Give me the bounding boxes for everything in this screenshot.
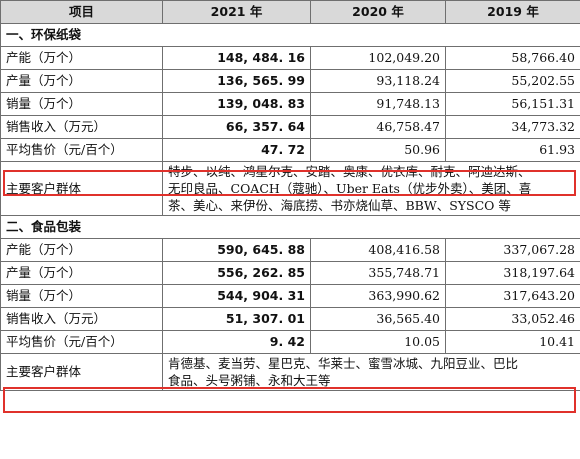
customer-line: 茶、美心、来伊份、海底捞、书亦烧仙草、BBW、SYSCO 等	[168, 198, 511, 213]
section-title: 二、食品包装	[0, 215, 580, 239]
row-label: 产量（万个）	[0, 261, 163, 285]
section-title: 一、环保纸袋	[0, 23, 580, 47]
value-2019: 10.41	[445, 330, 580, 354]
customer-row: 主要客户群体 肯德基、麦当劳、星巴克、华莱士、蜜雪冰城、九阳豆业、巴比 食品、头…	[0, 353, 580, 391]
header-2020: 2020 年	[310, 0, 446, 24]
table-row: 产能（万个） 590, 645. 88 408,416.58 337,067.2…	[0, 238, 580, 262]
customer-line: 食品、头号粥铺、永和大王等	[168, 373, 331, 388]
customer-label: 主要客户群体	[0, 161, 163, 216]
row-label: 产量（万个）	[0, 69, 163, 93]
table-row: 销售收入（万元） 66, 357. 64 46,758.47 34,773.32	[0, 115, 580, 139]
table-row: 销量（万个） 544, 904. 31 363,990.62 317,643.2…	[0, 284, 580, 308]
value-2021: 51, 307. 01	[162, 307, 311, 331]
row-label: 产能（万个）	[0, 46, 163, 70]
row-label: 销量（万个）	[0, 284, 163, 308]
value-2021: 556, 262. 85	[162, 261, 311, 285]
capacity-sales-table: 项目 2021 年 2020 年 2019 年 一、环保纸袋 产能（万个） 14…	[0, 0, 580, 391]
customer-row: 主要客户群体 特步、以纯、鸿星尔克、安踏、奥康、优衣库、耐克、阿迪达斯、 无印良…	[0, 161, 580, 216]
value-2020: 50.96	[310, 138, 446, 162]
value-2021: 139, 048. 83	[162, 92, 311, 116]
customer-line: 特步、以纯、鸿星尔克、安踏、奥康、优衣库、耐克、阿迪达斯、	[168, 164, 531, 179]
value-2020: 46,758.47	[310, 115, 446, 139]
value-2021: 148, 484. 16	[162, 46, 311, 70]
value-2021: 9. 42	[162, 330, 311, 354]
customer-line: 肯德基、麦当劳、星巴克、华莱士、蜜雪冰城、九阳豆业、巴比	[168, 356, 519, 371]
value-2019: 318,197.64	[445, 261, 580, 285]
value-2020: 102,049.20	[310, 46, 446, 70]
row-label: 销量（万个）	[0, 92, 163, 116]
value-2020: 408,416.58	[310, 238, 446, 262]
header-item: 项目	[0, 0, 163, 24]
value-2021: 544, 904. 31	[162, 284, 311, 308]
value-2021: 590, 645. 88	[162, 238, 311, 262]
section-title-row: 一、环保纸袋	[0, 23, 580, 47]
row-label: 平均售价（元/百个）	[0, 330, 163, 354]
table-row: 产量（万个） 136, 565. 99 93,118.24 55,202.55	[0, 69, 580, 93]
value-2020: 93,118.24	[310, 69, 446, 93]
value-2019: 61.93	[445, 138, 580, 162]
table-row-average-price: 平均售价（元/百个） 9. 42 10.05 10.41	[0, 330, 580, 354]
table-row: 销量（万个） 139, 048. 83 91,748.13 56,151.31	[0, 92, 580, 116]
value-2019: 33,052.46	[445, 307, 580, 331]
value-2019: 58,766.40	[445, 46, 580, 70]
value-2019: 337,067.28	[445, 238, 580, 262]
table-row: 产量（万个） 556, 262. 85 355,748.71 318,197.6…	[0, 261, 580, 285]
value-2021: 66, 357. 64	[162, 115, 311, 139]
section-title-row: 二、食品包装	[0, 215, 580, 239]
value-2021: 47. 72	[162, 138, 311, 162]
value-2020: 36,565.40	[310, 307, 446, 331]
value-2020: 10.05	[310, 330, 446, 354]
value-2020: 91,748.13	[310, 92, 446, 116]
table-row: 产能（万个） 148, 484. 16 102,049.20 58,766.40	[0, 46, 580, 70]
value-2021: 136, 565. 99	[162, 69, 311, 93]
header-2021: 2021 年	[162, 0, 311, 24]
value-2019: 55,202.55	[445, 69, 580, 93]
row-label: 平均售价（元/百个）	[0, 138, 163, 162]
value-2020: 363,990.62	[310, 284, 446, 308]
customer-label: 主要客户群体	[0, 353, 163, 391]
customer-list: 肯德基、麦当劳、星巴克、华莱士、蜜雪冰城、九阳豆业、巴比 食品、头号粥铺、永和大…	[162, 353, 580, 391]
value-2019: 56,151.31	[445, 92, 580, 116]
header-2019: 2019 年	[445, 0, 580, 24]
table-row: 销售收入（万元） 51, 307. 01 36,565.40 33,052.46	[0, 307, 580, 331]
value-2019: 317,643.20	[445, 284, 580, 308]
table-row-average-price: 平均售价（元/百个） 47. 72 50.96 61.93	[0, 138, 580, 162]
customer-line: 无印良品、COACH（蔻驰）、Uber Eats（优步外卖）、美团、喜	[168, 181, 532, 196]
row-label: 产能（万个）	[0, 238, 163, 262]
value-2019: 34,773.32	[445, 115, 580, 139]
row-label: 销售收入（万元）	[0, 115, 163, 139]
value-2020: 355,748.71	[310, 261, 446, 285]
row-label: 销售收入（万元）	[0, 307, 163, 331]
customer-list: 特步、以纯、鸿星尔克、安踏、奥康、优衣库、耐克、阿迪达斯、 无印良品、COACH…	[162, 161, 580, 216]
header-row: 项目 2021 年 2020 年 2019 年	[0, 0, 580, 24]
